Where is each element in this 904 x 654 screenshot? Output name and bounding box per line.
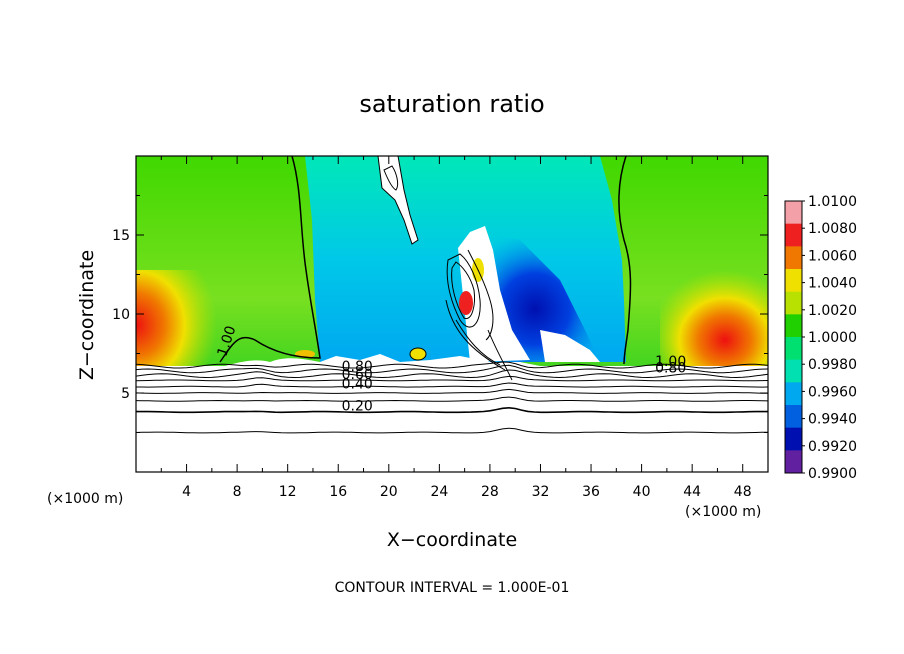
- x-tick-label: 36: [582, 484, 600, 500]
- colorbar-swatch: [785, 337, 802, 361]
- small-cloud: [409, 347, 427, 361]
- contour-label: 1.00: [655, 354, 686, 370]
- x-axis-ticks: 4 8 12 16 20 24 28 32 36 40 44 48: [160, 156, 752, 500]
- x-axis-label: X−coordinate: [387, 529, 517, 551]
- x-unit-label-right: (×1000 m): [685, 504, 761, 520]
- x-tick-label: 16: [329, 484, 347, 500]
- y-axis-ticks: 5 10 15: [112, 195, 768, 433]
- y-tick-label: 5: [121, 386, 130, 402]
- contour-level-line: [136, 388, 768, 394]
- colorbar-swatch: [785, 269, 802, 293]
- contour-loop-4: [455, 319, 501, 366]
- x-tick-label: 8: [233, 484, 242, 500]
- contour-loop-2: [451, 261, 475, 320]
- x-tick-label: 48: [734, 484, 752, 500]
- supersaturated-core: [459, 291, 473, 315]
- colorbar-swatch: [785, 223, 802, 247]
- x-tick-label: 44: [683, 484, 701, 500]
- x-tick-label: 32: [532, 484, 550, 500]
- x-tick-label: 20: [380, 484, 398, 500]
- contour-label: 0.80: [342, 359, 373, 375]
- colorbar-label: 1.0080: [808, 221, 857, 237]
- colorbar-swatch: [785, 359, 802, 383]
- contour-line-right-1.00: [618, 156, 632, 365]
- colorbar-label: 0.9920: [808, 439, 857, 455]
- colorbar-swatch: [785, 246, 802, 270]
- y-axis-label: Z−coordinate: [76, 250, 98, 380]
- colorbar-label: 1.0040: [808, 276, 857, 292]
- contour-level-line: [136, 427, 768, 434]
- colorbar-swatch: [785, 405, 802, 429]
- contour-loop-5: [445, 299, 506, 371]
- colorbar-swatch: [785, 201, 802, 225]
- hot-region-left: [136, 270, 226, 370]
- y-tick-label: 15: [112, 228, 130, 244]
- plot-area: 1.001.000.800.800.600.400.20: [136, 156, 768, 472]
- contour-label: 0.40: [342, 376, 373, 392]
- colorbar-label: 0.9960: [808, 384, 857, 400]
- contour-level-line: [136, 406, 768, 414]
- contour-label: 0.60: [342, 367, 373, 383]
- colorbar-swatch: [785, 314, 802, 338]
- x-tick-label: 28: [481, 484, 499, 500]
- clear-air-patch-right: [540, 330, 600, 362]
- chart-title: saturation ratio: [359, 90, 544, 118]
- contour-level-line: [136, 375, 768, 382]
- contour-interval-note: CONTOUR INTERVAL = 1.000E-01: [335, 580, 570, 596]
- colorbar: 1.0100 1.0080 1.0060 1.0040 1.0020 1.0000 0.99…: [784, 194, 857, 482]
- contour-level-line: [136, 382, 768, 388]
- cloud-contour-mesh: [383, 165, 513, 381]
- colorbar-swatch: [785, 382, 802, 406]
- y-tick-label: 10: [112, 307, 130, 323]
- contour-loop-7: [383, 165, 399, 191]
- x-tick-label: 4: [182, 484, 191, 500]
- hot-region-right: [660, 270, 768, 370]
- colorbar-label: 1.0000: [808, 330, 857, 346]
- colorbar-label: 0.9980: [808, 357, 857, 373]
- colorbar-label: 0.9940: [808, 412, 857, 428]
- cloud-free-lower-region: [136, 366, 768, 472]
- colorbar-swatch: [785, 291, 802, 315]
- colorbar-swatch: [785, 427, 802, 451]
- contour-line-left-1.00: [219, 156, 321, 363]
- contour-loop-3: [467, 249, 494, 341]
- contour-loop-1: [446, 253, 481, 328]
- lower-edge-bumps: [225, 354, 540, 366]
- contour-level-line: [136, 369, 768, 379]
- colorbar-swatch: [785, 450, 802, 474]
- x-tick-label: 12: [279, 484, 297, 500]
- contour-level-line: [136, 364, 768, 374]
- contour-label: 0.20: [342, 398, 373, 414]
- colorbar-label: 1.0060: [808, 248, 857, 264]
- colorbar-label: 0.9900: [808, 466, 857, 482]
- contour-lines: [219, 156, 632, 365]
- contour-label: 0.80: [655, 360, 686, 376]
- contour-level-line: [136, 396, 768, 402]
- colorbar-label: 1.0100: [808, 194, 857, 210]
- x-unit-label-left: (×1000 m): [47, 491, 123, 507]
- x-tick-label: 24: [430, 484, 448, 500]
- contour-level-line: [136, 361, 768, 369]
- colorbar-label: 1.0020: [808, 303, 857, 319]
- lower-contour-set: [136, 361, 768, 434]
- x-tick-label: 40: [633, 484, 651, 500]
